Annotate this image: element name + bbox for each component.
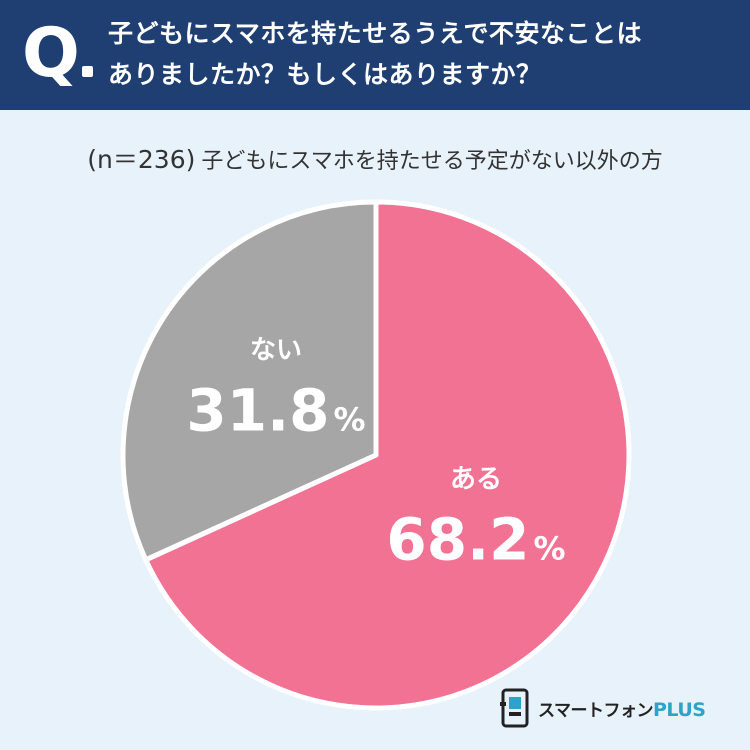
question-header: Q 子どもにスマホを持たせるうえで不安なことは ありましたか？もしくはありますか… [0,0,750,110]
brand-name-accent: PLUS [653,699,706,721]
question-mark-dot [82,66,93,77]
question-line-2: ありましたか？もしくはありますか？ [108,60,542,89]
brand-logo-text: スマートフォンPLUS [538,696,706,721]
pie-slice-0 [143,199,632,711]
chart-subtitle: (n＝236) 子どもにスマホを持たせる予定がない以外の方 [0,140,750,176]
brand-logo: スマートフォンPLUS [500,688,740,728]
respondent-description: 子どもにスマホを持たせる予定がない以外の方 [201,149,663,174]
slice-label-1: ない [250,336,302,366]
slice-value-1: 31.8% [186,377,365,445]
slice-value-0: 68.2% [386,505,565,573]
question-text: 子どもにスマホを持たせるうえで不安なことは ありましたか？もしくはありますか？ [108,13,738,95]
question-mark: Q [22,14,80,93]
slice-label-0: ある [450,464,502,494]
pie-slice-1 [120,199,379,563]
question-line-1: 子どもにスマホを持たせるうえで不安なことは [108,19,643,48]
brand-name: スマートフォン [538,701,654,721]
phone-frame-icon [500,688,529,728]
sample-size: (n＝236) [87,145,196,174]
